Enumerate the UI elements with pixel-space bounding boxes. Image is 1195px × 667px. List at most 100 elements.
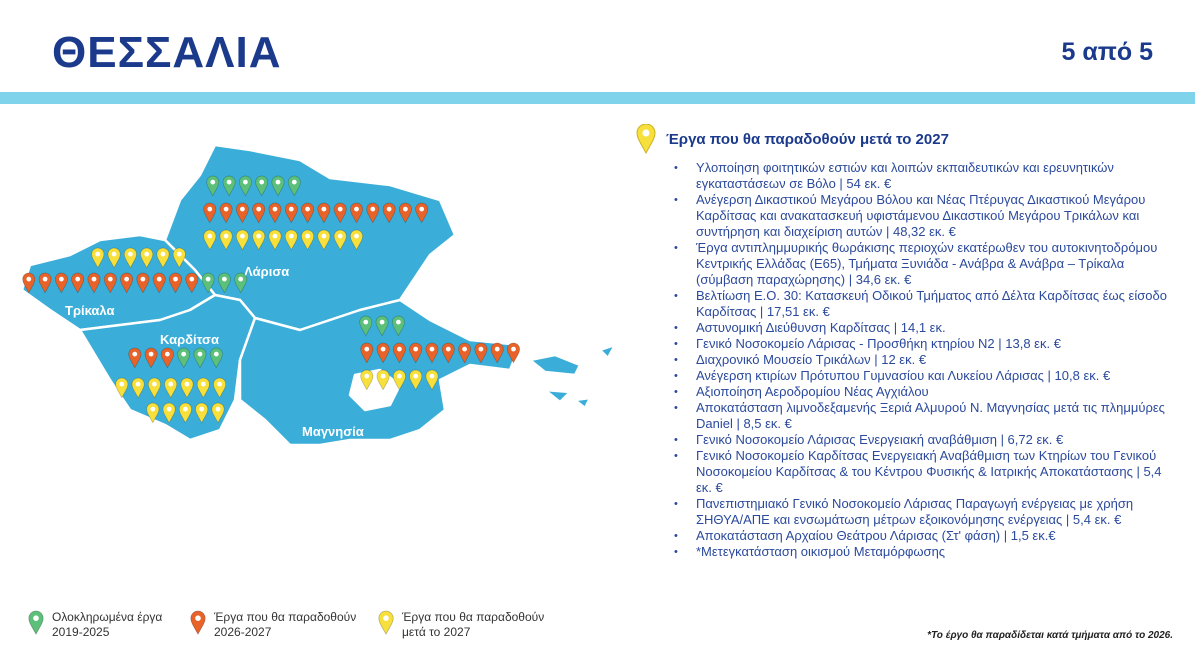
- header-band: [0, 92, 1195, 104]
- legend-label: Έργα που θα παραδοθούν: [214, 610, 357, 624]
- green-pin-icon: [193, 347, 207, 369]
- yellow-pin-icon: [211, 402, 225, 424]
- legend-label: 2019-2025: [52, 625, 110, 639]
- orange-pin-icon: [203, 202, 217, 224]
- yellow-pin-icon: [235, 229, 249, 251]
- region-label-magnesia: Μαγνησία: [302, 424, 364, 439]
- green-pin-icon: [28, 610, 44, 640]
- orange-pin-icon: [441, 342, 455, 364]
- yellow-pin-icon: [252, 229, 266, 251]
- orange-pin-icon: [415, 202, 429, 224]
- project-item: Γενικό Νοσοκομείο Καρδίτσας Ενεργειακή Α…: [674, 448, 1176, 496]
- green-pin-icon: [271, 175, 285, 197]
- yellow-pin-icon: [131, 377, 145, 399]
- yellow-pin-icon: [203, 229, 217, 251]
- orange-pin-icon: [235, 202, 249, 224]
- project-item: Ανέγερση κτιρίων Πρότυπου Γυμνασίου και …: [674, 368, 1176, 384]
- yellow-pin-icon: [172, 247, 186, 269]
- orange-pin-icon: [350, 202, 363, 224]
- yellow-pin-icon: [219, 229, 233, 251]
- yellow-pin-icon: [409, 369, 423, 391]
- region-label-karditsa: Καρδίτσα: [160, 332, 219, 347]
- yellow-pin-icon: [284, 229, 298, 251]
- orange-pin-icon: [317, 202, 331, 224]
- yellow-pin-icon: [268, 229, 282, 251]
- orange-pin-icon: [22, 272, 36, 294]
- projects-list: Υλοποίηση φοιτητικών εστιών και λοιπών ε…: [674, 160, 1176, 560]
- yellow-pin-icon: [378, 610, 394, 640]
- yellow-pin-icon: [140, 247, 154, 269]
- project-item: Γενικό Νοσοκομείο Λάρισας - Προσθήκη κτη…: [674, 336, 1176, 352]
- legend-label: Έργα που θα παραδοθούν: [402, 610, 545, 624]
- legend-label: 2026-2027: [214, 625, 272, 639]
- legend-green: Ολοκληρωμένα έργα 2019-2025: [28, 610, 162, 640]
- legend-label: Ολοκληρωμένα έργα: [52, 610, 163, 624]
- project-item: *Μετεγκατάσταση οικισμού Μεταμόρφωσης: [674, 544, 1176, 560]
- green-pin-icon: [206, 175, 220, 197]
- green-pin-icon: [375, 315, 389, 337]
- orange-pin-icon: [268, 202, 282, 224]
- orange-pin-icon: [392, 342, 406, 364]
- yellow-pin-icon: [636, 124, 656, 154]
- page-title: ΘΕΣΣΑΛΙΑ: [52, 28, 282, 77]
- yellow-pin-icon: [147, 377, 161, 399]
- orange-pin-icon: [360, 342, 374, 364]
- orange-pin-icon: [398, 202, 412, 224]
- yellow-pin-icon: [180, 377, 194, 399]
- yellow-pin-icon: [301, 229, 315, 251]
- orange-pin-icon: [120, 272, 134, 294]
- green-pin-icon: [201, 272, 215, 294]
- project-item: Αστυνομική Διεύθυνση Καρδίτσας | 14,1 εκ…: [674, 320, 1176, 336]
- orange-pin-icon: [366, 202, 380, 224]
- projects-panel: Έργα που θα παραδοθούν μετά το 2027 Υλοπ…: [636, 124, 1176, 560]
- yellow-pin-icon: [178, 402, 192, 424]
- region-label-larisa: Λάρισα: [244, 264, 289, 279]
- orange-pin-icon: [169, 272, 182, 294]
- yellow-pin-icon: [107, 247, 121, 269]
- yellow-pin-icon: [115, 377, 129, 399]
- orange-pin-icon: [382, 202, 396, 224]
- project-item: Ανέγερση Δικαστικού Μεγάρου Βόλου και Νέ…: [674, 192, 1176, 240]
- orange-pin-icon: [333, 202, 347, 224]
- yellow-pin-icon: [376, 369, 390, 391]
- yellow-pin-icon: [156, 247, 170, 269]
- yellow-pin-icon: [360, 369, 374, 391]
- legend-yellow: Έργα που θα παραδοθούν μετά το 2027: [378, 610, 544, 640]
- green-pin-icon: [255, 175, 269, 197]
- project-item: Αξιοποίηση Αεροδρομίου Νέας Αγχιάλου: [674, 384, 1176, 400]
- orange-pin-icon: [252, 202, 266, 224]
- yellow-pin-icon: [350, 229, 363, 251]
- green-pin-icon: [222, 175, 236, 197]
- yellow-pin-icon: [425, 369, 439, 391]
- project-item: Έργα αντιπλημμυρικής θωράκισης περιοχών …: [674, 240, 1176, 288]
- orange-pin-icon: [507, 342, 520, 364]
- project-item: Διαχρονικό Μουσείο Τρικάλων | 12 εκ. €: [674, 352, 1176, 368]
- orange-pin-icon: [284, 202, 298, 224]
- green-pin-icon: [391, 315, 405, 337]
- green-pin-icon: [359, 315, 373, 337]
- orange-pin-icon: [144, 347, 158, 369]
- project-item: Πανεπιστημιακό Γενικό Νοσοκομείο Λάρισας…: [674, 496, 1176, 528]
- orange-pin-icon: [38, 272, 52, 294]
- yellow-pin-icon: [162, 402, 176, 424]
- thessaly-map: Λάρισα Τρίκαλα Καρδίτσα Μαγνησία: [20, 143, 617, 447]
- yellow-pin-icon: [333, 229, 347, 251]
- orange-pin-icon: [152, 272, 166, 294]
- project-item: Αποκατάσταση Αρχαίου Θεάτρου Λάρισας (Στ…: [674, 528, 1176, 544]
- green-pin-icon: [217, 272, 231, 294]
- panel-heading: Έργα που θα παραδοθούν μετά το 2027: [666, 130, 949, 148]
- yellow-pin-icon: [317, 229, 331, 251]
- orange-pin-icon: [219, 202, 233, 224]
- yellow-pin-icon: [213, 377, 227, 399]
- green-pin-icon: [234, 272, 248, 294]
- region-label-trikala: Τρίκαλα: [65, 303, 114, 318]
- green-pin-icon: [238, 175, 252, 197]
- orange-pin-icon: [425, 342, 439, 364]
- yellow-pin-icon: [91, 247, 105, 269]
- green-pin-icon: [177, 347, 191, 369]
- orange-pin-icon: [376, 342, 390, 364]
- orange-pin-icon: [103, 272, 117, 294]
- project-item: Αποκατάσταση λιμνοδεξαμενής Ξεριά Αλμυρο…: [674, 400, 1176, 432]
- project-item: Βελτίωση Ε.Ο. 30: Κατασκευή Οδικού Τμήμα…: [674, 288, 1176, 320]
- green-pin-icon: [209, 347, 223, 369]
